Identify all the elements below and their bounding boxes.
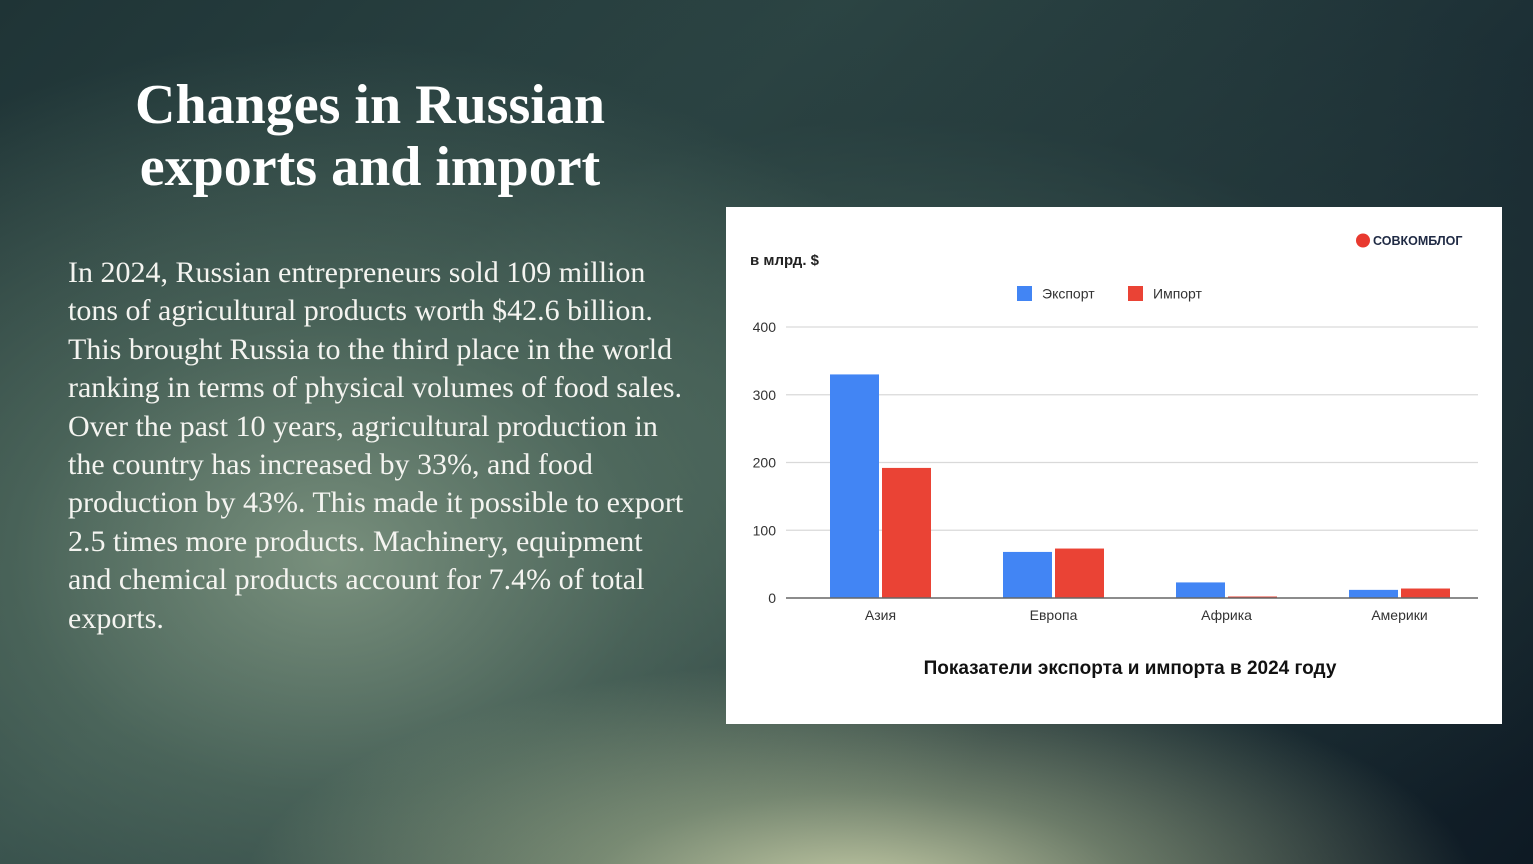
bar-import-3 — [1401, 588, 1450, 598]
bar-export-2 — [1176, 582, 1225, 598]
x-tick-label: Америки — [1371, 607, 1427, 623]
legend-swatch-export — [1017, 286, 1032, 301]
grid-lines — [786, 326, 1478, 531]
y-tick-label: 100 — [753, 522, 777, 538]
logo-icon — [1356, 233, 1370, 248]
legend-swatch-import — [1128, 286, 1143, 301]
y-tick-label: 0 — [768, 590, 776, 606]
bar-export-0 — [830, 374, 879, 598]
y-tick-label: 200 — [753, 455, 777, 471]
slide-body-text: In 2024, Russian entrepreneurs sold 109 … — [68, 256, 684, 635]
logo: СОВКОМБЛОГ — [1356, 233, 1462, 248]
x-tick-label: Африка — [1201, 607, 1252, 623]
y-axis-unit-label: в млрд. $ — [750, 252, 820, 269]
y-tick-label: 400 — [753, 319, 777, 335]
bar-chart: 0 100 200 300 400 Азия Европа Африка Америки в м… — [750, 233, 1478, 679]
bar-import-0 — [882, 467, 931, 598]
bar-export-3 — [1349, 589, 1398, 598]
bars — [830, 374, 1450, 598]
x-tick-label: Азия — [865, 607, 896, 623]
bar-import-1 — [1055, 548, 1104, 598]
chart-card: 0 100 200 300 400 Азия Европа Африка Америки в м… — [726, 207, 1502, 724]
y-tick-label: 300 — [753, 387, 777, 403]
axes: 0 100 200 300 400 Азия Европа Африка Америки — [753, 319, 1478, 623]
slide-title: Changes in Russian exports and import — [135, 74, 605, 198]
logo-text: СОВКОМБЛОГ — [1373, 234, 1462, 248]
x-tick-label: Европа — [1030, 607, 1078, 623]
legend-label-import: Импорт — [1153, 286, 1203, 302]
legend: Экспорт Импорт — [1017, 286, 1203, 302]
chart-title: Показатели экспорта и импорта в 2024 год… — [924, 658, 1337, 679]
bar-export-1 — [1003, 551, 1052, 598]
legend-label-export: Экспорт — [1042, 286, 1095, 302]
